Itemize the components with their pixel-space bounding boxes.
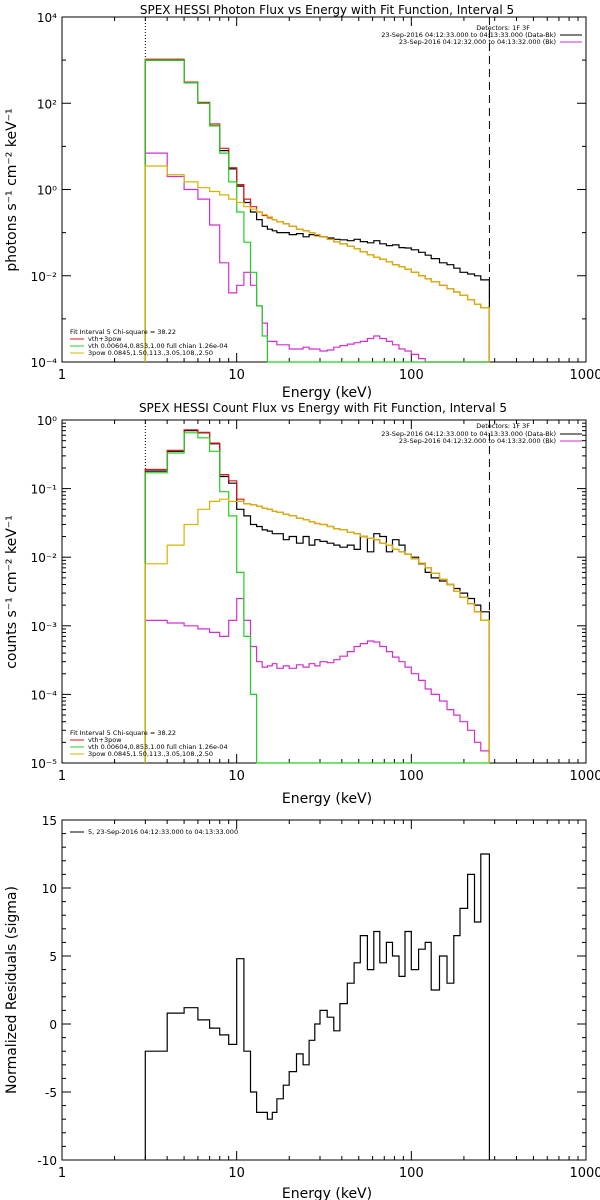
resid-xtick-label: 10 xyxy=(228,1166,245,1181)
count-xtick-label: 1 xyxy=(58,769,66,784)
count-marks: 1 10 100 1000 10⁻⁵ 10⁻⁴ 10⁻³ 10⁻² 10⁻¹ 10⁰ xyxy=(31,414,600,784)
resid-legend: 5, 23-Sep-2016 04:12:33.000 to 04:13:33.… xyxy=(70,828,238,836)
count-time-entry-data: 23-Sep-2016 04:12:33.000 to 04:13:33.000… xyxy=(381,430,556,438)
count-time-legend: 23-Sep-2016 04:12:33.000 to 04:13:33.000… xyxy=(381,430,582,445)
count-ytick-label: 10⁰ xyxy=(37,414,57,428)
resid-xtick-label: 1000 xyxy=(569,1166,600,1181)
count-time-entry-bk: 23-Sep-2016 04:12:32.000 to 04:13:32.000… xyxy=(399,437,556,445)
photon-series-0 xyxy=(144,59,490,362)
photon-ytick-label: 10⁰ xyxy=(37,184,57,198)
photon-series-4 xyxy=(144,165,490,362)
count-xtick-label: 100 xyxy=(399,769,424,784)
photon-series-1 xyxy=(144,152,490,363)
count-fit-entry-vth: vth 0.00604,0.853,1.00 full chian 1.26e-… xyxy=(88,743,228,751)
count-xlabel: Energy (keV) xyxy=(282,791,372,807)
count-ytick-label: 10⁻⁵ xyxy=(31,757,58,771)
photon-fit-header: Fit Interval 5 Chi-square = 38.22 xyxy=(70,328,176,336)
count-fit-entry-total: vth+3pow xyxy=(88,736,122,744)
photon-fit-entry-total: vth+3pow xyxy=(88,335,122,343)
photon-ytick-label: 10⁻² xyxy=(31,270,58,284)
photon-fit-entry-3pow: 3pow 0.0845,1.50,113.,3.05,108.,2.50 xyxy=(88,349,213,357)
resid-xtick-label: 1 xyxy=(58,1166,66,1181)
resid-ytick-label: 5 xyxy=(49,950,57,964)
resid-plot-frame xyxy=(61,819,587,1161)
photon-ylabel: photons s⁻¹ cm⁻² keV⁻¹ xyxy=(4,108,20,271)
count-plot-frame xyxy=(61,419,587,764)
resid-ytick-label: 10 xyxy=(42,882,57,896)
count-detectors-label: Detectors: 1F 3F xyxy=(476,422,530,430)
count-xtick-label: 1000 xyxy=(569,769,600,784)
resid-legend-entry: 5, 23-Sep-2016 04:12:33.000 to 04:13:33.… xyxy=(88,828,238,836)
resid-ytick-label: -5 xyxy=(45,1086,57,1100)
photon-xlabel: Energy (keV) xyxy=(282,385,372,401)
resid-xtick-label: 100 xyxy=(399,1166,424,1181)
resid-ytick-label: -10 xyxy=(37,1154,57,1168)
photon-marks: 1 10 100 1000 10⁻⁴ 10⁻² 10⁰ 10² 10⁴ xyxy=(31,11,600,383)
photon-plot-frame xyxy=(61,16,587,363)
photon-ytick-label: 10⁴ xyxy=(37,11,57,25)
resid-series-0 xyxy=(144,853,490,1160)
count-flux-panel: SPEX HESSI Count Flux vs Energy with Fit… xyxy=(4,401,600,807)
resid-xlabel: Energy (keV) xyxy=(282,1186,372,1200)
residuals-panel: 1 10 100 1000 -10 -5 0 5 10 15 Energy (keV) Norma… xyxy=(4,814,600,1200)
count-title: SPEX HESSI Count Flux vs Energy with Fit… xyxy=(139,401,507,415)
resid-ytick-label: 0 xyxy=(49,1018,57,1032)
count-ytick-label: 10⁻¹ xyxy=(31,483,58,497)
count-ytick-label: 10⁻³ xyxy=(31,620,58,634)
count-ytick-label: 10⁻² xyxy=(31,551,58,565)
photon-xtick-label: 1000 xyxy=(569,368,600,383)
photon-ytick-label: 10⁻⁴ xyxy=(31,356,58,370)
photon-time-entry-data: 23-Sep-2016 04:12:33.000 to 04:13:33.000… xyxy=(381,31,556,39)
photon-time-legend: 23-Sep-2016 04:12:33.000 to 04:13:33.000… xyxy=(381,31,582,46)
photon-xtick-label: 1 xyxy=(58,368,66,383)
photon-series-3 xyxy=(144,59,490,363)
count-fit-header: Fit Interval 5 Chi-square = 38.22 xyxy=(70,729,176,737)
count-series-3 xyxy=(144,432,490,764)
resid-ytick-label: 15 xyxy=(42,814,57,828)
photon-time-entry-bk: 23-Sep-2016 04:12:32.000 to 04:13:32.000… xyxy=(399,38,556,46)
photon-flux-panel: SPEX HESSI Photon Flux vs Energy with Fi… xyxy=(4,3,600,401)
count-series-1 xyxy=(144,597,490,763)
count-fit-legend: Fit Interval 5 Chi-square = 38.22 vth+3p… xyxy=(70,729,228,758)
resid-marks: 1 10 100 1000 -10 -5 0 5 10 15 xyxy=(37,814,600,1181)
count-ylabel: counts s⁻¹ cm⁻² keV⁻¹ xyxy=(4,515,20,669)
photon-ytick-label: 10² xyxy=(37,97,57,111)
count-fit-entry-3pow: 3pow 0.0845,1.50,113.,3.05,108.,2.50 xyxy=(88,750,213,758)
photon-detectors-label: Detectors: 1F 3F xyxy=(476,24,530,32)
resid-ylabel: Normalized Residuals (sigma) xyxy=(4,886,20,1094)
photon-xtick-label: 10 xyxy=(228,368,245,383)
photon-fit-legend: Fit Interval 5 Chi-square = 38.22 vth+3p… xyxy=(70,328,228,357)
photon-xtick-label: 100 xyxy=(399,368,424,383)
count-series-2 xyxy=(144,429,490,763)
count-series-0 xyxy=(144,430,490,763)
photon-fit-entry-vth: vth 0.00604,0.853,1.00 full chian 1.26e-… xyxy=(88,342,228,350)
photon-series-2 xyxy=(144,58,490,362)
photon-title: SPEX HESSI Photon Flux vs Energy with Fi… xyxy=(140,3,514,17)
count-ytick-label: 10⁻⁴ xyxy=(31,688,58,702)
count-xtick-label: 10 xyxy=(228,769,245,784)
count-series-4 xyxy=(144,498,490,763)
